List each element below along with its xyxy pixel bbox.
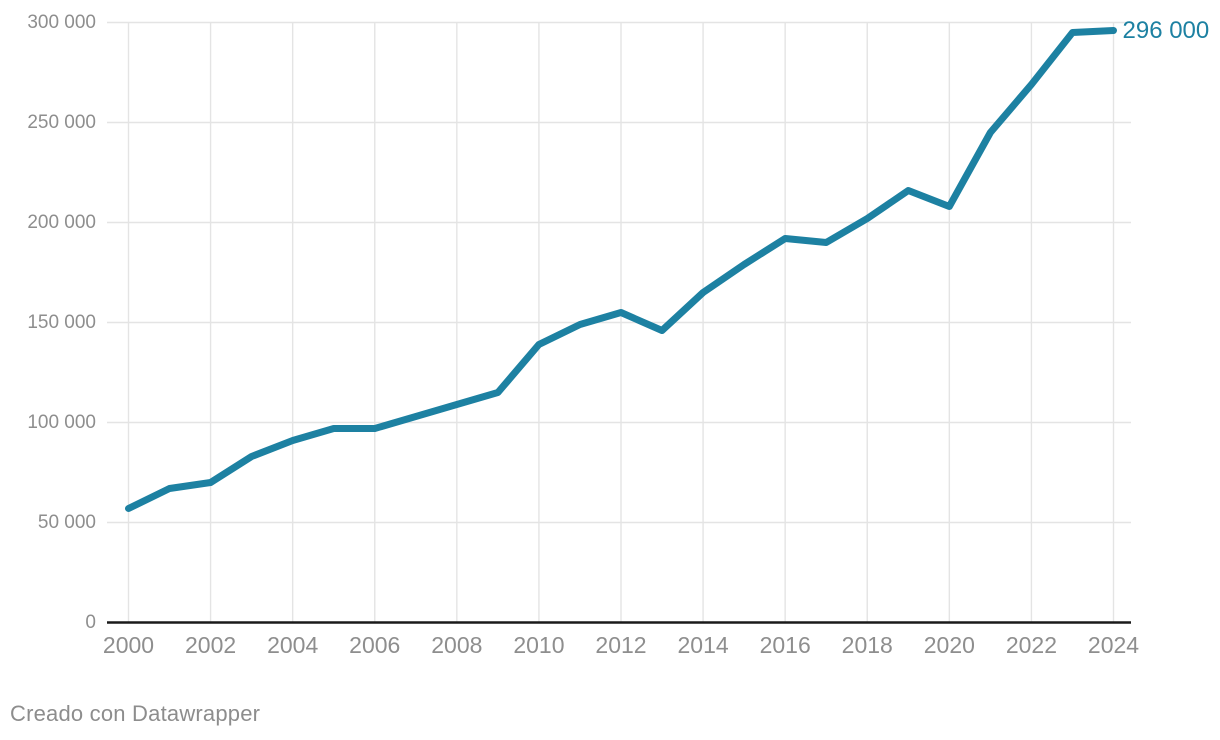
- x-tick-label: 2004: [267, 632, 318, 658]
- x-tick-label: 2010: [513, 632, 564, 658]
- x-tick-label: 2014: [677, 632, 728, 658]
- x-tick-label: 2022: [1006, 632, 1057, 658]
- y-axis-labels: 0 50 000 100 000 150 000 200 000 250 000 300 0…: [27, 12, 96, 633]
- y-tick-label: 100 000: [27, 412, 96, 433]
- x-tick-label: 2000: [103, 632, 154, 658]
- x-tick-label: 2012: [595, 632, 646, 658]
- y-tick-label: 200 000: [27, 212, 96, 233]
- x-axis-labels: 2000 2002 2004 2006 2008 2010 2012 2014 2016 2018…: [103, 632, 1139, 658]
- chart-canvas: 0 50 000 100 000 150 000 200 000 250 000 300 0…: [27, 12, 1210, 658]
- x-tick-label: 2008: [431, 632, 482, 658]
- y-tick-label: 50 000: [38, 512, 96, 533]
- gridlines: [107, 21, 1131, 623]
- x-tick-label: 2024: [1088, 632, 1139, 658]
- y-tick-label: 150 000: [27, 312, 96, 333]
- x-tick-label: 2002: [185, 632, 236, 658]
- end-value-label: 296 000: [1123, 17, 1210, 44]
- credit-text[interactable]: Creado con Datawrapper: [10, 701, 261, 726]
- x-tick-label: 2020: [924, 632, 975, 658]
- x-tick-label: 2006: [349, 632, 400, 658]
- y-tick-label: 0: [85, 612, 96, 633]
- y-tick-label: 250 000: [27, 112, 96, 133]
- x-tick-label: 2016: [760, 632, 811, 658]
- x-tick-label: 2018: [842, 632, 893, 658]
- line-chart: 0 50 000 100 000 150 000 200 000 250 000 300 0…: [10, 12, 1210, 726]
- data-line: [125, 27, 1117, 512]
- y-tick-label: 300 000: [27, 12, 96, 33]
